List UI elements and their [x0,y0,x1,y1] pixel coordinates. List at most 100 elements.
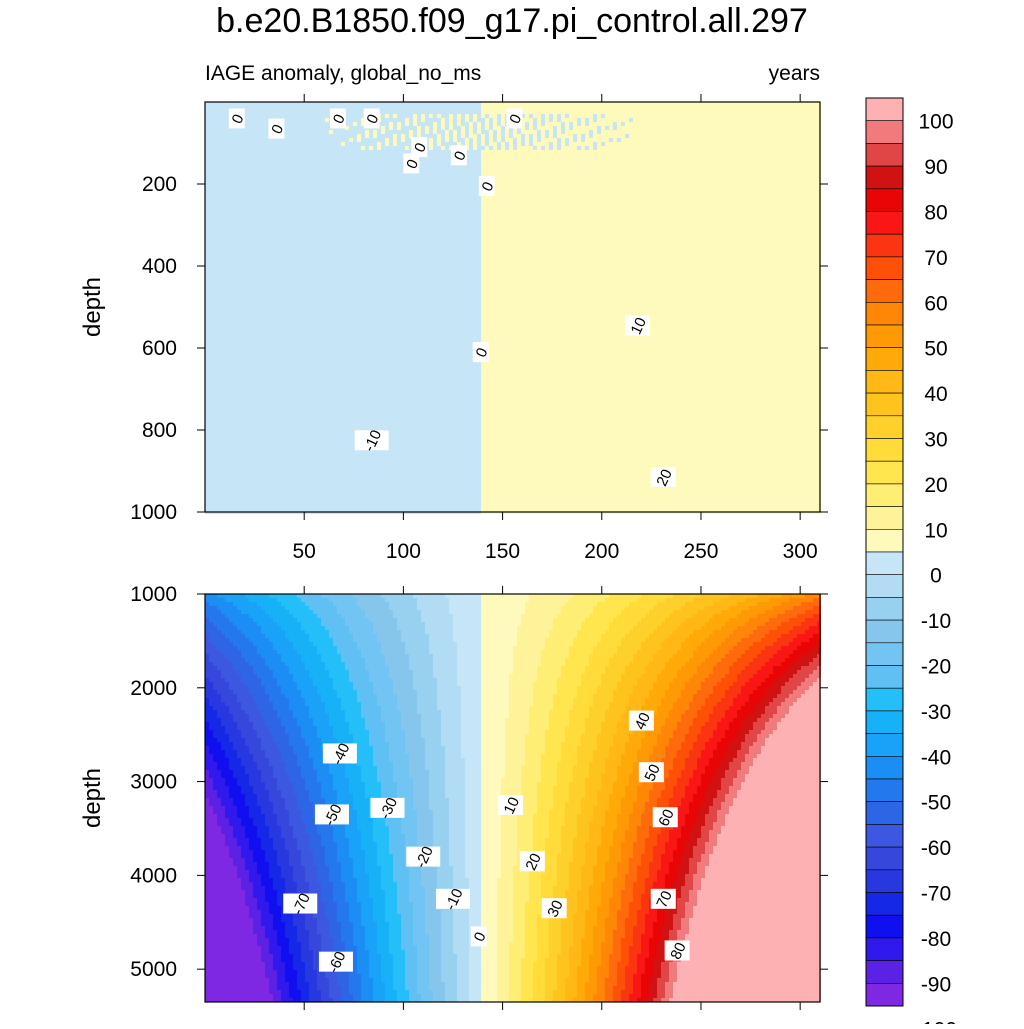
upper-field-cell [297,178,301,182]
upper-field-cell [681,126,685,130]
upper-field-cell [293,210,297,214]
upper-field-cell [529,218,533,222]
upper-field-cell [585,122,589,126]
upper-field-cell [597,186,601,190]
upper-field-cell [385,198,389,202]
upper-field-cell [541,178,545,182]
upper-field-cell [513,222,517,226]
upper-field-cell [813,142,817,146]
upper-field-cell [741,106,745,110]
upper-field-cell [649,206,653,210]
upper-field-cell [581,110,585,114]
upper-field-cell [261,206,265,210]
upper-field-cell [353,170,357,174]
upper-field-cell [377,174,381,178]
upper-field-cell [657,114,661,118]
upper-field-cell [701,190,705,194]
upper-field-cell [685,210,689,214]
upper-field-cell [809,174,813,178]
upper-field-cell [693,122,697,126]
upper-field-cell [717,194,721,198]
upper-field-cell [385,146,389,150]
upper-field-cell [625,142,629,146]
upper-field-cell [637,170,641,174]
upper-field-cell [509,190,513,194]
upper-field-cell [213,154,217,158]
upper-field-cell [641,122,645,126]
upper-field-cell [629,162,633,166]
upper-field-cell [621,106,625,110]
upper-field-cell [301,218,305,222]
upper-field-cell [813,174,817,178]
upper-field-cell [285,194,289,198]
upper-field-cell [309,130,313,134]
upper-field-cell [321,118,325,122]
upper-field-cell [629,186,633,190]
upper-field-cell [681,198,685,202]
upper-field-cell [757,218,761,222]
upper-field-cell [809,130,813,134]
upper-field-cell [557,158,561,162]
upper-field-cell [221,198,225,202]
upper-field-cell [225,154,229,158]
upper-field-cell [753,142,757,146]
upper-field-cell [665,138,669,142]
upper-field-cell [693,182,697,186]
upper-field-cell [213,162,217,166]
upper-field-cell [729,138,733,142]
upper-field-cell [453,218,457,222]
upper-field-cell [681,106,685,110]
upper-field-cell [441,114,445,118]
upper-field-cell [285,198,289,202]
upper-field-cell [213,186,217,190]
upper-field-cell [301,226,305,230]
upper-field-cell [629,202,633,206]
upper-field-cell [313,138,317,142]
upper-field-cell [533,110,537,114]
upper-field-cell [437,126,441,130]
upper-field-cell [449,186,453,190]
upper-field-cell [645,222,649,226]
upper-field-cell [313,162,317,166]
upper-field-cell [621,202,625,206]
upper-field-cell [629,194,633,198]
upper-field-cell [333,134,337,138]
upper-field-cell [593,194,597,198]
upper-field-cell [621,134,625,138]
upper-field-cell [353,190,357,194]
upper-field-cell [409,198,413,202]
upper-field-cell [585,226,589,230]
upper-field-cell [385,150,389,154]
upper-field-cell [245,214,249,218]
upper-field-cell [617,166,621,170]
upper-field-cell [537,130,541,134]
upper-field-cell [697,110,701,114]
upper-field-cell [225,146,229,150]
upper-field-cell [789,114,793,118]
upper-field-cell [293,230,297,234]
upper-field-cell [669,122,673,126]
upper-field-cell [233,170,237,174]
upper-field-cell [673,130,677,134]
upper-field-cell [485,166,489,170]
upper-field-cell [613,154,617,158]
upper-field-cell [589,138,593,142]
upper-field-cell [657,182,661,186]
upper-field-cell [769,146,773,150]
upper-field-cell [549,218,553,222]
upper-field-cell [357,178,361,182]
upper-field-cell [649,190,653,194]
upper-field-cell [369,138,373,142]
upper-field-cell [565,202,569,206]
upper-field-cell [341,142,345,146]
upper-field-cell [669,182,673,186]
upper-field-cell [513,158,517,162]
upper-field-cell [685,134,689,138]
upper-field-cell [285,206,289,210]
upper-field-cell [709,182,713,186]
upper-field-cell [725,106,729,110]
upper-field-cell [297,158,301,162]
upper-field-cell [809,106,813,110]
upper-field-cell [297,190,301,194]
upper-field-cell [713,178,717,182]
